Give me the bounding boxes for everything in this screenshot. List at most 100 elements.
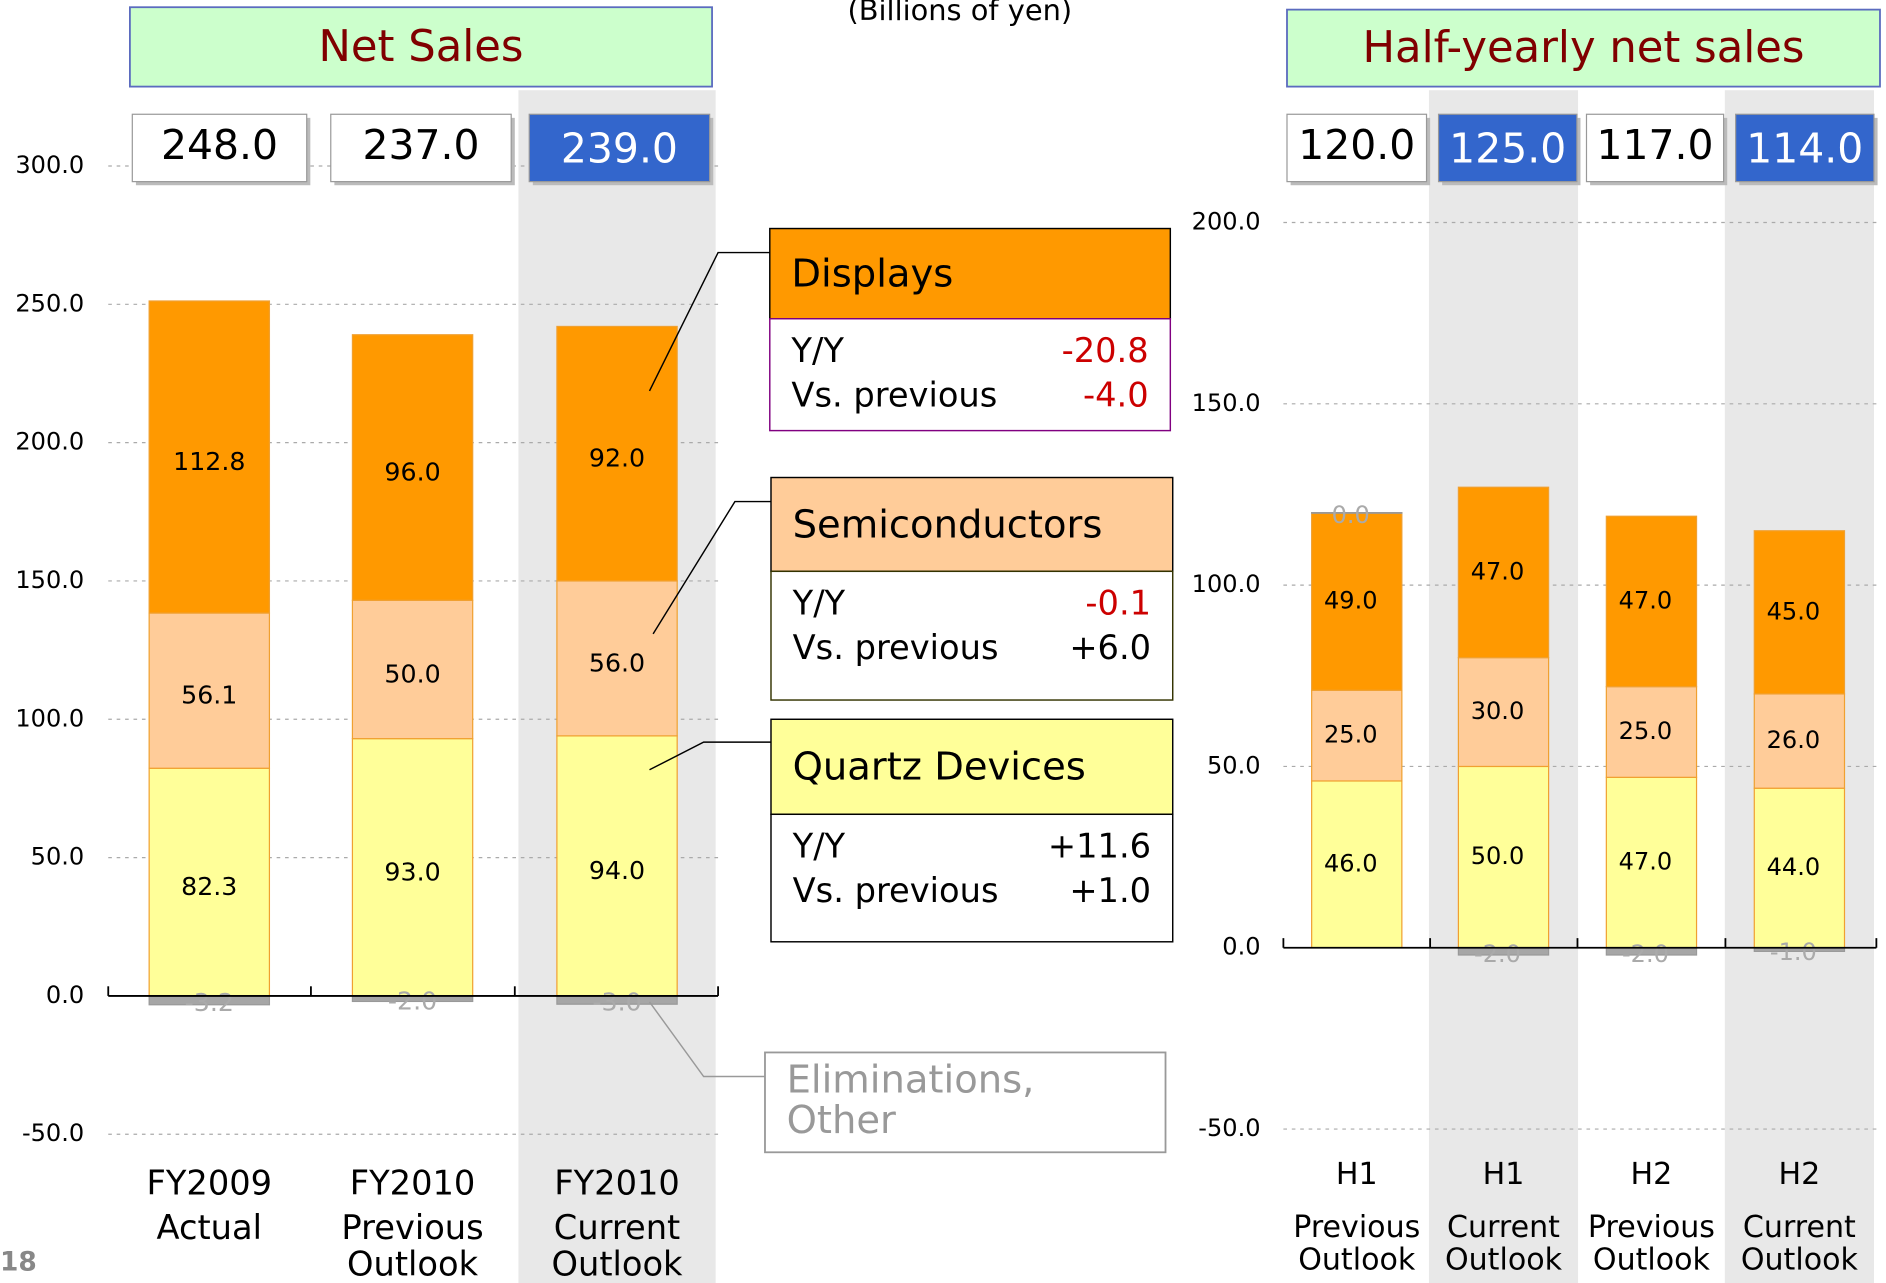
data-label: -3.0 bbox=[592, 988, 641, 1017]
data-label: 92.0 bbox=[589, 444, 645, 473]
x-tick-label: H2 Current Outlook bbox=[1741, 1157, 1859, 1277]
legend-label: Eliminations, Other bbox=[787, 1057, 1035, 1143]
total-label: 237.0 bbox=[362, 121, 479, 169]
data-label: 47.0 bbox=[1619, 848, 1673, 876]
bar-segment bbox=[1457, 486, 1550, 659]
bar-segment bbox=[1753, 787, 1846, 949]
bar-segment bbox=[1457, 765, 1550, 949]
row-value: +11.6 bbox=[1048, 826, 1151, 865]
title-box bbox=[129, 6, 713, 88]
data-label: 45.0 bbox=[1767, 597, 1821, 625]
data-label: 56.1 bbox=[181, 681, 237, 710]
total-box bbox=[1585, 113, 1725, 183]
total-box bbox=[1735, 113, 1875, 183]
x-tick-label: FY2010 Current Outlook bbox=[552, 1163, 684, 1283]
y-tick-label: 250.0 bbox=[15, 289, 84, 317]
data-label: 46.0 bbox=[1324, 849, 1378, 877]
bar-segment bbox=[1457, 657, 1550, 768]
total-box bbox=[330, 113, 512, 183]
total-box bbox=[1437, 113, 1578, 183]
row-label: Vs. previous bbox=[793, 628, 999, 667]
y-tick-label: -50.0 bbox=[22, 1119, 84, 1147]
legend-swatch bbox=[770, 476, 1174, 573]
bar-segment bbox=[1605, 686, 1698, 778]
row-value: -0.1 bbox=[1085, 584, 1151, 623]
y-tick-label: 200.0 bbox=[1192, 208, 1261, 236]
data-label: 44.0 bbox=[1767, 853, 1821, 881]
data-label: 26.0 bbox=[1767, 726, 1821, 754]
y-tick-label: 0.0 bbox=[1222, 933, 1260, 961]
bar-segment bbox=[556, 735, 678, 997]
data-label: 25.0 bbox=[1324, 721, 1378, 749]
data-label: 47.0 bbox=[1471, 557, 1525, 585]
row-label: Y/Y bbox=[790, 331, 844, 370]
bar-segment bbox=[1605, 515, 1698, 688]
leader-line bbox=[648, 251, 770, 392]
x-tick-label: H2 Previous Outlook bbox=[1588, 1157, 1715, 1277]
total-box bbox=[131, 113, 308, 183]
leader-line bbox=[648, 1001, 765, 1078]
y-tick-label: 100.0 bbox=[15, 704, 84, 732]
data-label: 25.0 bbox=[1619, 717, 1673, 745]
callout-box bbox=[770, 570, 1174, 701]
row-value: +1.0 bbox=[1069, 871, 1151, 910]
legend-label: Displays bbox=[791, 252, 953, 297]
total-box bbox=[1286, 113, 1428, 183]
total-label: 114.0 bbox=[1746, 125, 1863, 173]
y-tick-label: 200.0 bbox=[15, 428, 84, 456]
data-label: 82.3 bbox=[181, 872, 237, 901]
data-label: -2.0 bbox=[388, 986, 437, 1015]
total-box bbox=[528, 113, 711, 183]
data-label: 50.0 bbox=[1471, 842, 1525, 870]
title-box bbox=[1286, 8, 1881, 88]
row-label: Y/Y bbox=[792, 826, 846, 865]
bar-segment bbox=[1311, 689, 1403, 782]
data-label: 30.0 bbox=[1471, 697, 1525, 725]
data-label: -3.2 bbox=[185, 988, 234, 1017]
legend-label: Quartz Devices bbox=[793, 745, 1086, 790]
data-label: 56.0 bbox=[589, 648, 645, 677]
total-label: 120.0 bbox=[1298, 121, 1415, 169]
data-label: 96.0 bbox=[384, 458, 440, 487]
unit-label: (Billions of yen) bbox=[847, 0, 1072, 27]
total-label: 248.0 bbox=[161, 121, 278, 169]
bar-segment bbox=[148, 300, 271, 614]
y-tick-label: 150.0 bbox=[1192, 389, 1261, 417]
leader-line bbox=[649, 741, 771, 771]
x-tick-label: FY2010 Previous Outlook bbox=[341, 1163, 483, 1283]
data-label: -1.0 bbox=[1770, 938, 1817, 966]
bar-segment bbox=[148, 767, 271, 997]
x-tick-label: H1 Current Outlook bbox=[1445, 1157, 1563, 1277]
callout-box bbox=[769, 318, 1172, 432]
data-label: -2.0 bbox=[1622, 940, 1669, 968]
row-value: -20.8 bbox=[1062, 331, 1149, 370]
data-label: 49.0 bbox=[1324, 586, 1378, 614]
bar-segment bbox=[556, 580, 678, 737]
row-value: +6.0 bbox=[1069, 628, 1151, 667]
data-label: 50.0 bbox=[384, 659, 440, 688]
callout-box bbox=[764, 1051, 1167, 1154]
leader-line bbox=[652, 500, 771, 635]
bar-segment bbox=[556, 325, 678, 582]
total-label: 239.0 bbox=[561, 125, 678, 173]
bar-segment bbox=[1753, 530, 1846, 695]
x-tick-label: H1 Previous Outlook bbox=[1293, 1157, 1420, 1277]
y-tick-label: 150.0 bbox=[15, 566, 84, 594]
chart-title: Half-yearly net sales bbox=[1362, 23, 1804, 73]
x-tick-label: FY2009 Actual bbox=[146, 1163, 272, 1247]
row-value: -4.0 bbox=[1083, 375, 1149, 414]
y-tick-label: 100.0 bbox=[1192, 570, 1261, 598]
row-label: Y/Y bbox=[792, 584, 846, 623]
y-tick-label: -50.0 bbox=[1198, 1114, 1260, 1142]
data-label: 93.0 bbox=[384, 857, 440, 886]
legend-swatch bbox=[769, 227, 1172, 320]
data-label: -2.0 bbox=[1474, 940, 1521, 968]
data-label: 0.0 bbox=[1332, 501, 1370, 529]
bar-segment bbox=[1605, 776, 1698, 949]
data-label: 47.0 bbox=[1619, 586, 1673, 614]
row-label: Vs. previous bbox=[793, 871, 999, 910]
bar-segment bbox=[1311, 512, 1403, 691]
bar-segment bbox=[148, 612, 271, 769]
row-label: Vs. previous bbox=[791, 375, 997, 414]
